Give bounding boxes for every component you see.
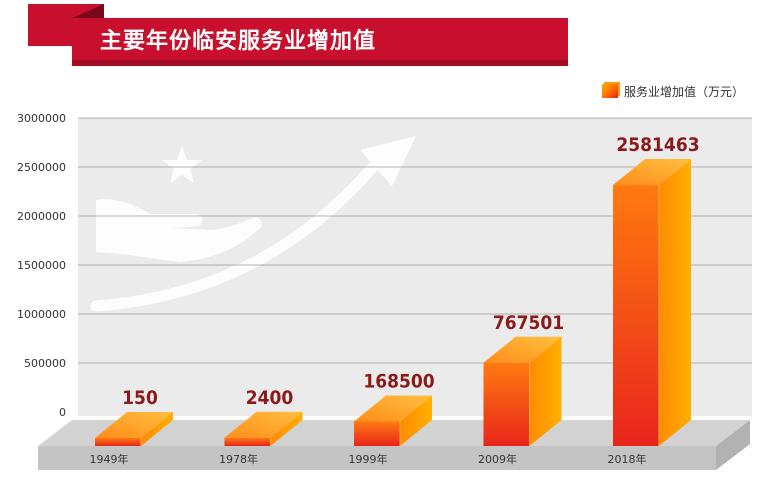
bar-side — [659, 159, 691, 446]
hand-icon — [96, 199, 262, 262]
data-label: 2400 — [246, 387, 294, 409]
y-tick-label: 3000000 — [17, 112, 66, 125]
y-tick-label: 1000000 — [17, 308, 66, 321]
legend-label: 服务业增加值（万元） — [623, 84, 744, 99]
background-decoration — [90, 136, 416, 312]
bar-side — [270, 411, 303, 446]
banner-fold — [72, 4, 104, 18]
y-tick-label: 1500000 — [17, 259, 66, 272]
bar-side — [141, 411, 173, 446]
bar-top — [224, 411, 303, 438]
star-icon — [162, 146, 202, 183]
y-tick-label: 2000000 — [17, 210, 66, 223]
bar-front — [224, 437, 271, 446]
x-tick-label: 1999年 — [349, 452, 388, 466]
bar-top — [483, 336, 562, 363]
bar-side — [529, 336, 562, 446]
legend-swatch — [601, 84, 618, 98]
growth-arrow-icon — [90, 162, 378, 312]
bar-front — [613, 185, 659, 446]
x-tick-label: 2018年 — [608, 452, 647, 466]
banner-bar — [72, 18, 568, 66]
bar-front — [354, 421, 400, 446]
floor-side — [716, 420, 750, 470]
y-tick-label: 500000 — [24, 357, 66, 370]
data-label: 150 — [122, 387, 158, 409]
bar — [224, 411, 303, 446]
bar — [354, 395, 432, 446]
bar — [95, 411, 173, 446]
data-label: 767501 — [493, 312, 564, 334]
floor-front — [38, 446, 716, 470]
data-label: 2581463 — [616, 134, 699, 156]
y-tick-label: 0 — [59, 406, 66, 419]
bar-top — [95, 411, 173, 438]
y-tick-label: 2500000 — [17, 161, 66, 174]
x-tick-label: 2009年 — [478, 452, 517, 466]
bar-top — [354, 395, 432, 422]
bar — [613, 159, 691, 446]
growth-arrow-head-icon — [360, 136, 416, 186]
x-tick-label: 1978年 — [219, 452, 258, 466]
bar — [483, 336, 562, 446]
bar-front — [95, 437, 141, 446]
banner-shade — [72, 60, 568, 66]
bar-top — [613, 159, 691, 186]
bar-front — [483, 362, 530, 446]
legend: 服务业增加值（万元） — [601, 80, 744, 102]
page-title: 主要年份临安服务业增加值 — [100, 29, 377, 54]
title-banner — [28, 4, 568, 66]
bar-side — [400, 395, 432, 446]
data-label: 168500 — [363, 370, 434, 392]
x-tick-label: 1949年 — [90, 452, 129, 466]
